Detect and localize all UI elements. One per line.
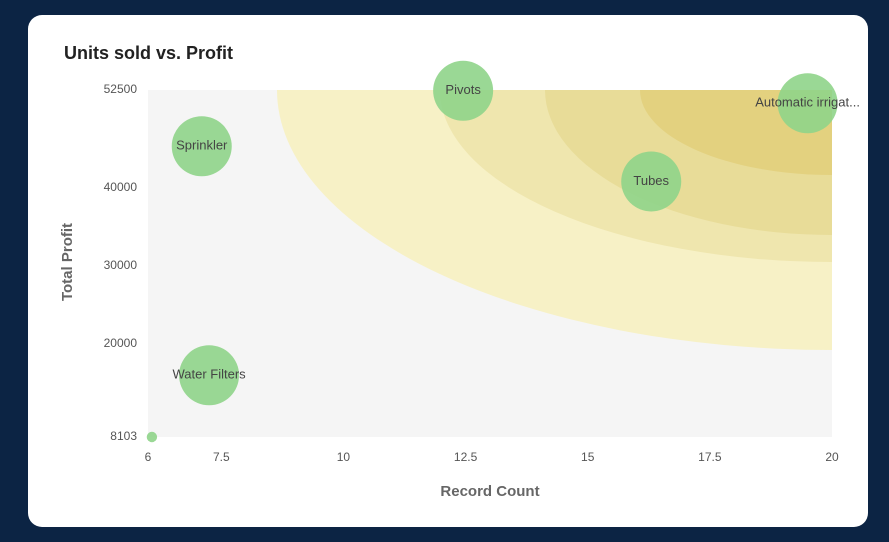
y-tick-label: 30000 xyxy=(104,258,138,272)
bubble-label: Sprinkler xyxy=(176,138,228,153)
y-axis-title: Total Profit xyxy=(59,223,76,301)
bubble-label: Pivots xyxy=(445,82,481,97)
y-tick-label: 40000 xyxy=(104,180,138,194)
x-tick-label: 15 xyxy=(581,450,595,464)
bubble-label: Tubes xyxy=(633,173,669,188)
x-tick-label: 12.5 xyxy=(454,450,478,464)
bubble xyxy=(621,151,682,212)
bubble xyxy=(433,60,494,121)
x-tick-label: 20 xyxy=(825,450,839,464)
bubble xyxy=(146,431,158,443)
bubble xyxy=(171,116,232,177)
x-tick-label: 6 xyxy=(145,450,152,464)
y-tick-label: 20000 xyxy=(104,336,138,350)
y-tick-label: 8103 xyxy=(110,429,137,443)
x-tick-label: 7.5 xyxy=(213,450,230,464)
x-tick-label: 17.5 xyxy=(698,450,722,464)
bubble-label: Automatic irrigat... xyxy=(755,95,860,110)
bubble xyxy=(179,345,240,406)
x-tick-label: 10 xyxy=(337,450,351,464)
chart-title: Units sold vs. Profit xyxy=(64,43,233,63)
bubble xyxy=(777,73,838,134)
y-tick-label: 52500 xyxy=(104,82,138,96)
x-axis-title: Record Count xyxy=(440,483,539,500)
bubble-label: Water Filters xyxy=(172,367,246,382)
